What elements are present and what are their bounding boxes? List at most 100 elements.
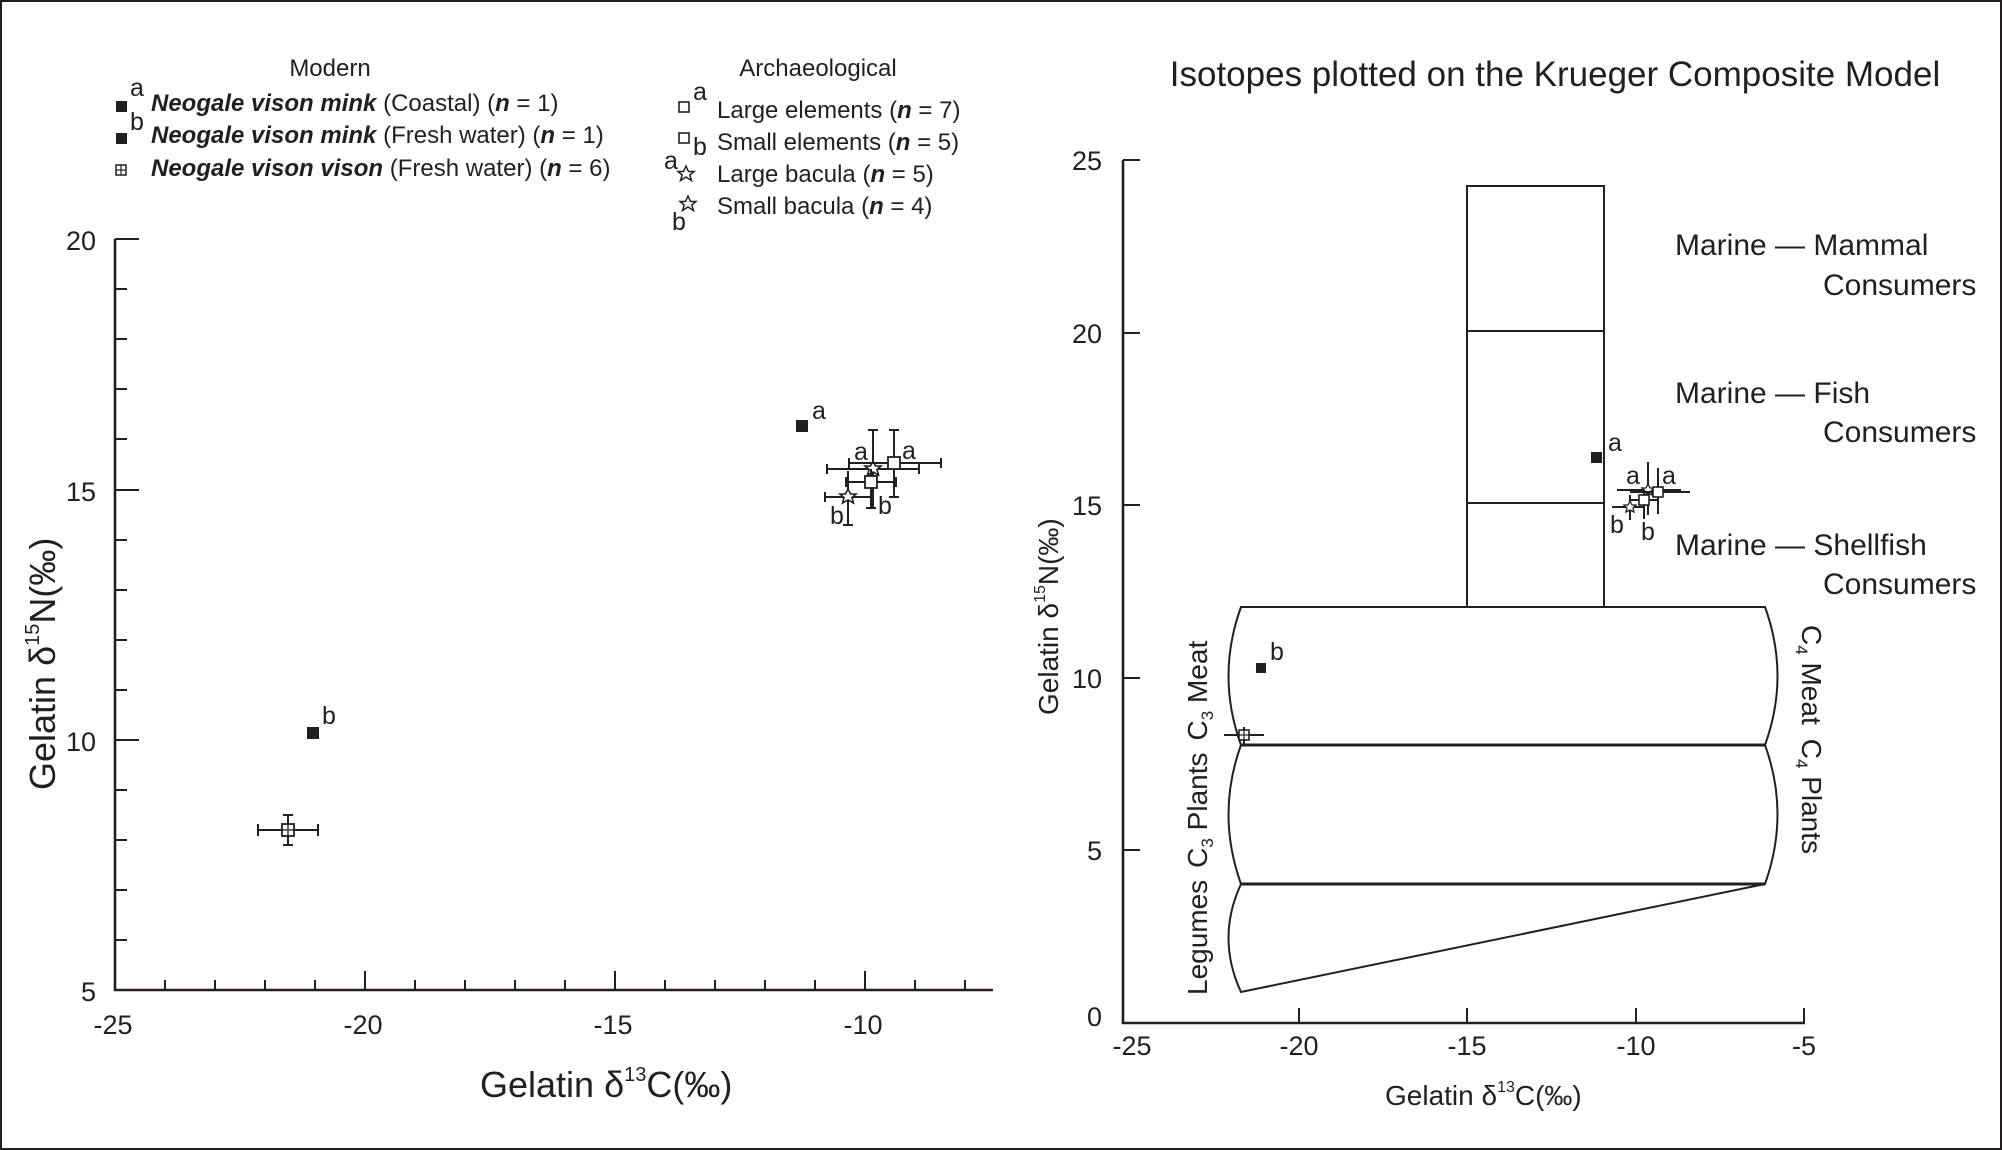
right-chart: Isotopes plotted on the Krueger Composit… [1032, 55, 1976, 1111]
x-tick-label: -20 [343, 1010, 382, 1040]
n-symbol: n [870, 161, 885, 188]
species-name: Neogale vison mink [151, 122, 378, 149]
label-text: Large elements ( [717, 97, 897, 124]
habitat: (Coastal) ( [376, 90, 495, 117]
x-tick-label: -10 [843, 1010, 882, 1040]
point-small-bacula: b [824, 471, 872, 530]
svg-text:b: b [878, 492, 892, 520]
legend-item-vison-freshwater: Neogale vison vison (Fresh water) (n = 6… [115, 155, 610, 182]
legend-modern-heading: Modern [289, 55, 370, 82]
legend-label: Neogale vison vison (Fresh water) (n = 6… [151, 155, 610, 182]
x-tick-label: -25 [1112, 1031, 1151, 1061]
marine-zone-column [1466, 185, 1605, 608]
point-vison-vison [1224, 727, 1264, 745]
legend-sup: a [664, 147, 678, 175]
legend-label: Small elements (n = 5) [717, 129, 959, 156]
point-mink-coastal: a [1591, 429, 1622, 463]
legend-label: Neogale vison mink (Fresh water) (n = 1) [151, 122, 604, 149]
label-text: Small elements ( [717, 129, 896, 156]
open-square-icon [678, 132, 690, 144]
svg-text:b: b [1270, 638, 1284, 666]
point-mink-freshwater: b [307, 702, 336, 739]
point-large-elements: a [848, 429, 942, 498]
left-data-points: a b [257, 397, 942, 846]
y-tick-label: 10 [1072, 664, 1102, 694]
x-tick-label: -15 [593, 1010, 632, 1040]
legend-label: Small bacula (n = 4) [717, 193, 932, 220]
habitat: (Fresh water) ( [376, 122, 540, 149]
svg-text:b: b [1610, 511, 1624, 539]
star-icon [675, 164, 697, 183]
label-text: Large bacula ( [717, 161, 870, 188]
n-symbol: n [547, 155, 562, 182]
x-axis-title: Gelatin δ13C(‰) [480, 1064, 732, 1105]
svg-text:a: a [854, 438, 868, 466]
svg-text:b: b [322, 702, 336, 730]
right-axes: 25 20 15 10 5 0 -25 -20 -15 -10 -5 Gelat… [1032, 146, 1816, 1111]
y-tick-label: 5 [81, 977, 96, 1007]
chart-title: Isotopes plotted on the Krueger Composit… [1170, 55, 1940, 94]
zone-label-shellfish: Marine — Shellfish [1675, 529, 1927, 562]
point-mink-freshwater: b [1256, 638, 1284, 673]
point-large-bacula: a [826, 429, 920, 508]
x-tick-label: -10 [1616, 1031, 1655, 1061]
species-name: Neogale vison vison [151, 155, 383, 182]
y-tick-label: 5 [1087, 836, 1102, 866]
archaeological-cluster: a a b b [1610, 462, 1690, 546]
n-symbol: n [869, 193, 884, 220]
terrestrial-zones [1227, 606, 1779, 994]
n-value: = 4) [884, 193, 933, 220]
y-tick-label: 20 [1072, 319, 1102, 349]
y-tick-label: 15 [66, 477, 96, 507]
n-symbol: n [495, 90, 510, 117]
legend-label: Large elements (n = 7) [717, 97, 960, 124]
svg-text:b: b [1641, 518, 1655, 546]
n-value: = 6) [562, 155, 611, 182]
legend-label: Neogale vison mink (Coastal) (n = 1) [151, 90, 558, 117]
svg-text:a: a [902, 437, 916, 465]
legend-sup: b [693, 133, 707, 161]
x-axis-title: Gelatin δ13C(‰) [1385, 1079, 1582, 1111]
legend-item-large-elements: a Large elements (n = 7) [678, 78, 960, 124]
habitat: (Fresh water) ( [383, 155, 547, 182]
svg-text:b: b [830, 502, 844, 530]
n-symbol: n [896, 129, 911, 156]
label-text: Small bacula ( [717, 193, 869, 220]
zone-label-c3-left: LegumesC3 PlantsC3 Meat [1182, 641, 1217, 995]
crossed-square-icon [115, 164, 127, 176]
legend-item-mink-freshwater: b Neogale vison mink (Fresh water) (n = … [116, 108, 604, 149]
legend-archaeological: Archaeological a Large elements (n = 7) … [664, 55, 960, 236]
zone-label-fish: Marine — Fish [1675, 377, 1870, 410]
filled-square-icon [116, 133, 127, 144]
point-vison-vison [257, 814, 319, 846]
legend-item-small-bacula: b Small bacula (n = 4) [672, 193, 932, 236]
filled-square-icon [116, 101, 127, 112]
n-symbol: n [897, 97, 912, 124]
species-name: Neogale vison mink [151, 90, 378, 117]
x-tick-label: -25 [93, 1010, 132, 1040]
y-tick-label: 20 [66, 226, 96, 256]
svg-text:a: a [1626, 462, 1640, 490]
legend-sup: a [693, 78, 707, 106]
point-small-elements: b [845, 469, 897, 520]
svg-text:a: a [812, 397, 826, 425]
y-axis-title: Gelatin δ15N(‰) [1032, 518, 1064, 715]
n-value: = 1) [555, 122, 604, 149]
n-value: = 7) [912, 97, 961, 124]
y-tick-label: 10 [66, 727, 96, 757]
x-tick-label: -15 [1447, 1031, 1486, 1061]
legend-archaeological-heading: Archaeological [739, 55, 896, 82]
y-axis-title: Gelatin δ15N(‰) [22, 538, 63, 790]
zone-label-shellfish-2: Consumers [1823, 568, 1976, 601]
right-data-points: a b [1224, 429, 1690, 745]
open-square-icon [678, 101, 690, 113]
n-value: = 5) [885, 161, 934, 188]
x-tick-label: -5 [1792, 1031, 1816, 1061]
legend-item-small-elements: b Small elements (n = 5) [678, 129, 959, 161]
point-mink-coastal: a [796, 397, 826, 432]
zone-label-fish-2: Consumers [1823, 416, 1976, 449]
n-value: = 5) [910, 129, 959, 156]
n-symbol: n [540, 122, 555, 149]
zone-label-c4-right: C4 MeatC4 Plants [1792, 625, 1827, 854]
